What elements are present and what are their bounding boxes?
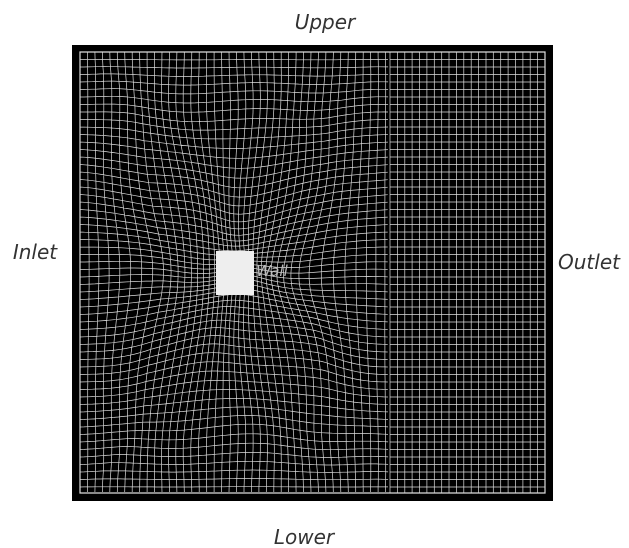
page: Wall Upper Lower Inlet Outlet	[0, 0, 629, 548]
inlet-label: Inlet	[13, 240, 58, 264]
upper-label: Upper	[295, 10, 357, 34]
domain-background	[72, 45, 553, 501]
lower-label: Lower	[274, 525, 336, 548]
wall-body	[216, 251, 254, 295]
mesh-diagram: Wall Upper Lower Inlet Outlet	[0, 0, 629, 548]
wall-label: Wall	[256, 262, 288, 280]
outlet-label: Outlet	[558, 250, 621, 274]
